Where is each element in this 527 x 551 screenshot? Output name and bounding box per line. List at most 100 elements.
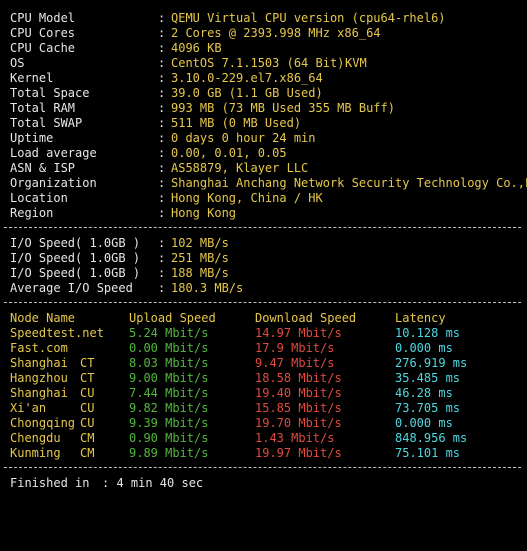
latency: 35.485 ms: [395, 371, 461, 385]
latency: 0.000 ms: [395, 341, 453, 355]
latency: 0.000 ms: [395, 416, 453, 430]
io-value: 102 MB/s: [171, 236, 229, 250]
sysinfo-row: ASN & ISP : AS58879, Klayer LLC: [0, 161, 308, 176]
sysinfo-row: Load average : 0.00, 0.01, 0.05: [0, 146, 287, 161]
sysinfo-value: Hong Kong, China / HK: [171, 191, 323, 205]
colon: :: [158, 191, 166, 205]
node-name: Speedtest.net: [10, 326, 104, 340]
colon: :: [158, 101, 166, 115]
upload-speed: 9.82 Mbit/s: [129, 401, 209, 415]
colon: :: [158, 266, 166, 280]
colon: :: [158, 116, 166, 130]
colon: :: [158, 11, 166, 25]
node-isp: CU: [80, 401, 95, 415]
sysinfo-value: 993 MB (73 MB Used 355 MB Buff): [171, 101, 395, 115]
header-upload: Upload Speed: [129, 311, 216, 325]
header-latency: Latency: [395, 311, 446, 325]
colon: :: [158, 236, 166, 250]
io-label: I/O Speed( 1.0GB ): [10, 266, 141, 280]
download-speed: 1.43 Mbit/s: [255, 431, 335, 445]
table-row: Chengdu CM 0.90 Mbit/s 1.43 Mbit/s 848.9…: [0, 431, 467, 446]
sysinfo-row: Total SWAP : 511 MB (0 MB Used): [0, 116, 301, 131]
footer-row: Finished in : 4 min 40 sec: [0, 476, 203, 491]
table-row: Shanghai CU 7.44 Mbit/s 19.40 Mbit/s 46.…: [0, 386, 453, 401]
sysinfo-label: OS: [10, 56, 25, 70]
sysinfo-label: Uptime: [10, 131, 54, 145]
latency: 75.101 ms: [395, 446, 461, 460]
colon: :: [158, 206, 166, 220]
sysinfo-row: Total Space : 39.0 GB (1.1 GB Used): [0, 86, 323, 101]
sysinfo-value: 2 Cores @ 2393.998 MHz x86_64: [171, 26, 381, 40]
node-name: Shanghai: [10, 386, 68, 400]
node-isp: CT: [80, 356, 95, 370]
node-name: Fast.com: [10, 341, 68, 355]
sysinfo-row: Kernel : 3.10.0-229.el7.x86_64: [0, 71, 323, 86]
colon: :: [158, 161, 166, 175]
section-divider: [4, 302, 521, 303]
sysinfo-value: Hong Kong: [171, 206, 237, 220]
sysinfo-label: Organization: [10, 176, 97, 190]
io-label: I/O Speed( 1.0GB ): [10, 236, 141, 250]
sysinfo-label: Location: [10, 191, 68, 205]
download-speed: 17.9 Mbit/s: [255, 341, 335, 355]
sysinfo-label: Total RAM: [10, 101, 76, 115]
sysinfo-value: 0 days 0 hour 24 min: [171, 131, 316, 145]
node-isp: CU: [80, 386, 95, 400]
colon: :: [158, 26, 166, 40]
table-row: Shanghai CT 8.03 Mbit/s 9.47 Mbit/s 276.…: [0, 356, 467, 371]
virtualization-badge: KVM: [345, 56, 367, 70]
sysinfo-row: CPU Cache : 4096 KB: [0, 41, 222, 56]
upload-speed: 0.00 Mbit/s: [129, 341, 209, 355]
sysinfo-label: CPU Cache: [10, 41, 76, 55]
node-isp: CM: [80, 446, 95, 460]
sysinfo-value: CentOS 7.1.1503 (64 Bit): [171, 56, 345, 70]
io-row: I/O Speed( 1.0GB ) : 102 MB/s: [0, 236, 229, 251]
latency: 276.919 ms: [395, 356, 468, 370]
node-isp: CM: [80, 431, 95, 445]
io-value: 188 MB/s: [171, 266, 229, 280]
sysinfo-value: QEMU Virtual CPU version (cpu64-rhel6): [171, 11, 446, 25]
download-speed: 19.40 Mbit/s: [255, 386, 342, 400]
latency: 46.28 ms: [395, 386, 453, 400]
colon: :: [158, 86, 166, 100]
io-row: Average I/O Speed : 180.3 MB/s: [0, 281, 243, 296]
terminal-window[interactable]: CPU Model : QEMU Virtual CPU version (cp…: [0, 0, 527, 495]
colon: :: [158, 176, 166, 190]
download-speed: 19.70 Mbit/s: [255, 416, 342, 430]
colon: :: [158, 281, 166, 295]
latency: 10.128 ms: [395, 326, 461, 340]
finished-value: : 4 min 40 sec: [102, 476, 204, 490]
node-isp: CT: [80, 371, 95, 385]
download-speed: 15.85 Mbit/s: [255, 401, 342, 415]
upload-speed: 9.00 Mbit/s: [129, 371, 209, 385]
header-download: Download Speed: [255, 311, 357, 325]
upload-speed: 9.89 Mbit/s: [129, 446, 209, 460]
io-label: Average I/O Speed: [10, 281, 133, 295]
section-divider: [4, 467, 521, 468]
sysinfo-row: Region : Hong Kong: [0, 206, 236, 221]
sysinfo-value: 4096 KB: [171, 41, 222, 55]
download-speed: 18.58 Mbit/s: [255, 371, 342, 385]
header-node: Node Name: [10, 311, 76, 325]
upload-speed: 5.24 Mbit/s: [129, 326, 209, 340]
colon: :: [158, 41, 166, 55]
colon: :: [158, 251, 166, 265]
sysinfo-label: Total SWAP: [10, 116, 83, 130]
node-name: Chengdu: [10, 431, 61, 445]
io-row: I/O Speed( 1.0GB ) : 251 MB/s: [0, 251, 229, 266]
sysinfo-value: AS58879, Klayer LLC: [171, 161, 309, 175]
node-isp: CU: [80, 416, 95, 430]
node-name: Shanghai: [10, 356, 68, 370]
sysinfo-label: Total Space: [10, 86, 90, 100]
download-speed: 14.97 Mbit/s: [255, 326, 342, 340]
table-row: Chongqing CU 9.39 Mbit/s 19.70 Mbit/s 0.…: [0, 416, 453, 431]
download-speed: 19.97 Mbit/s: [255, 446, 342, 460]
upload-speed: 8.03 Mbit/s: [129, 356, 209, 370]
sysinfo-row: OS : CentOS 7.1.1503 (64 Bit) KVM: [0, 56, 367, 71]
download-speed: 9.47 Mbit/s: [255, 356, 335, 370]
sysinfo-label: Region: [10, 206, 54, 220]
sysinfo-row: CPU Model : QEMU Virtual CPU version (cp…: [0, 11, 446, 26]
sysinfo-value: 0.00, 0.01, 0.05: [171, 146, 287, 160]
colon: :: [158, 131, 166, 145]
table-row: Kunming CM 9.89 Mbit/s 19.97 Mbit/s 75.1…: [0, 446, 460, 461]
